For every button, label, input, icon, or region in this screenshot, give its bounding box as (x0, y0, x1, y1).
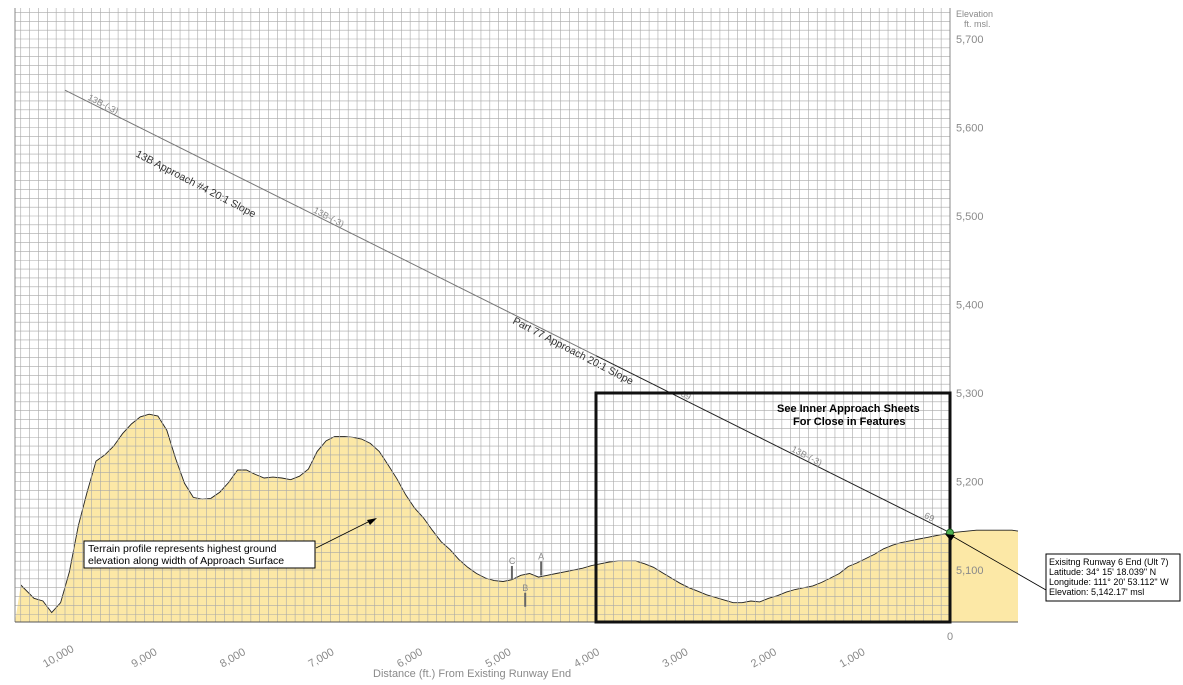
slope-line-part77-approach (595, 355, 951, 534)
y-tick-label: 5,300 (956, 388, 984, 400)
slope-station-tag: 69 (923, 510, 937, 523)
x-tick-label: 3,000 (661, 646, 691, 670)
y-tick-label: 5,500 (956, 211, 984, 223)
slope-station-tag: 13B-(-3) (312, 205, 346, 229)
runway-end-info-line4: Elevation: 5,142.17' msl (1049, 587, 1144, 597)
inner-approach-box-layer (594, 391, 952, 624)
terrain-note-arrowhead (367, 518, 377, 525)
runway-end-info-line2: Latitude: 34° 15' 18.039" N (1049, 567, 1156, 577)
runway-end-info-box (1045, 553, 1181, 602)
x-tick-label: 2,000 (749, 646, 779, 670)
y-tick-label: 5,600 (956, 123, 984, 135)
terrain-note-box (83, 540, 316, 569)
x-tick-label: 6,000 (395, 646, 425, 670)
terrain-note-line2: elevation along width of Approach Surfac… (88, 555, 284, 567)
slope-line-13b-approach (64, 89, 597, 357)
x-axis-title: Distance (ft.) From Existing Runway End (373, 668, 571, 680)
slope-label-part77-approach: Part 77 Approach 20:1 Slope (511, 315, 636, 388)
y-tick-label: 5,700 (956, 34, 984, 46)
x-tick-label: 8,000 (218, 646, 248, 670)
runway-end-leader-line (951, 535, 1047, 591)
grid-layer (15, 8, 951, 622)
marker-label: B (522, 583, 528, 593)
runway-end-arrowhead (945, 534, 955, 541)
marker-label: A (538, 552, 544, 562)
inner-approach-box (594, 391, 952, 624)
runway-end-info-line1: Exisitng Runway 6 End (Ult 7) (1049, 557, 1169, 567)
x-tick-label: 4,000 (572, 646, 602, 670)
terrain-note-line1: Terrain profile represents highest groun… (88, 543, 277, 555)
markers-layer: C A B (509, 528, 955, 607)
x-tick-label: 5,000 (484, 646, 514, 670)
y-axis-title-line1: Elevation (956, 9, 993, 19)
x-tick-label: 7,000 (307, 646, 337, 670)
runway-end-info-line3: Longitude: 111° 20' 53.112" W (1049, 577, 1169, 587)
inner-box-label-line1: See Inner Approach Sheets (777, 403, 920, 415)
x-tick-label: 1,000 (838, 646, 868, 670)
x-tick-label: 9,000 (130, 646, 160, 670)
y-tick-label: 5,400 (956, 300, 984, 312)
slope-station-tag: 69 (679, 389, 693, 402)
y-axis-title-line2: ft. msl. (964, 19, 991, 29)
y-tick-label: 5,200 (956, 477, 984, 489)
y-tick-label: 5,100 (956, 565, 984, 577)
terrain-note-pointer (315, 520, 371, 549)
x-tick-label: 0 (947, 631, 953, 643)
inner-box-label-line2: For Close in Features (793, 416, 905, 428)
x-tick-label: 10,000 (41, 643, 76, 670)
slope-station-tag: 13B-(-3) (790, 444, 824, 468)
marker-label: C (509, 556, 516, 566)
slope-label-13b-approach: 13B Approach #4 20:1 Slope (134, 148, 258, 220)
